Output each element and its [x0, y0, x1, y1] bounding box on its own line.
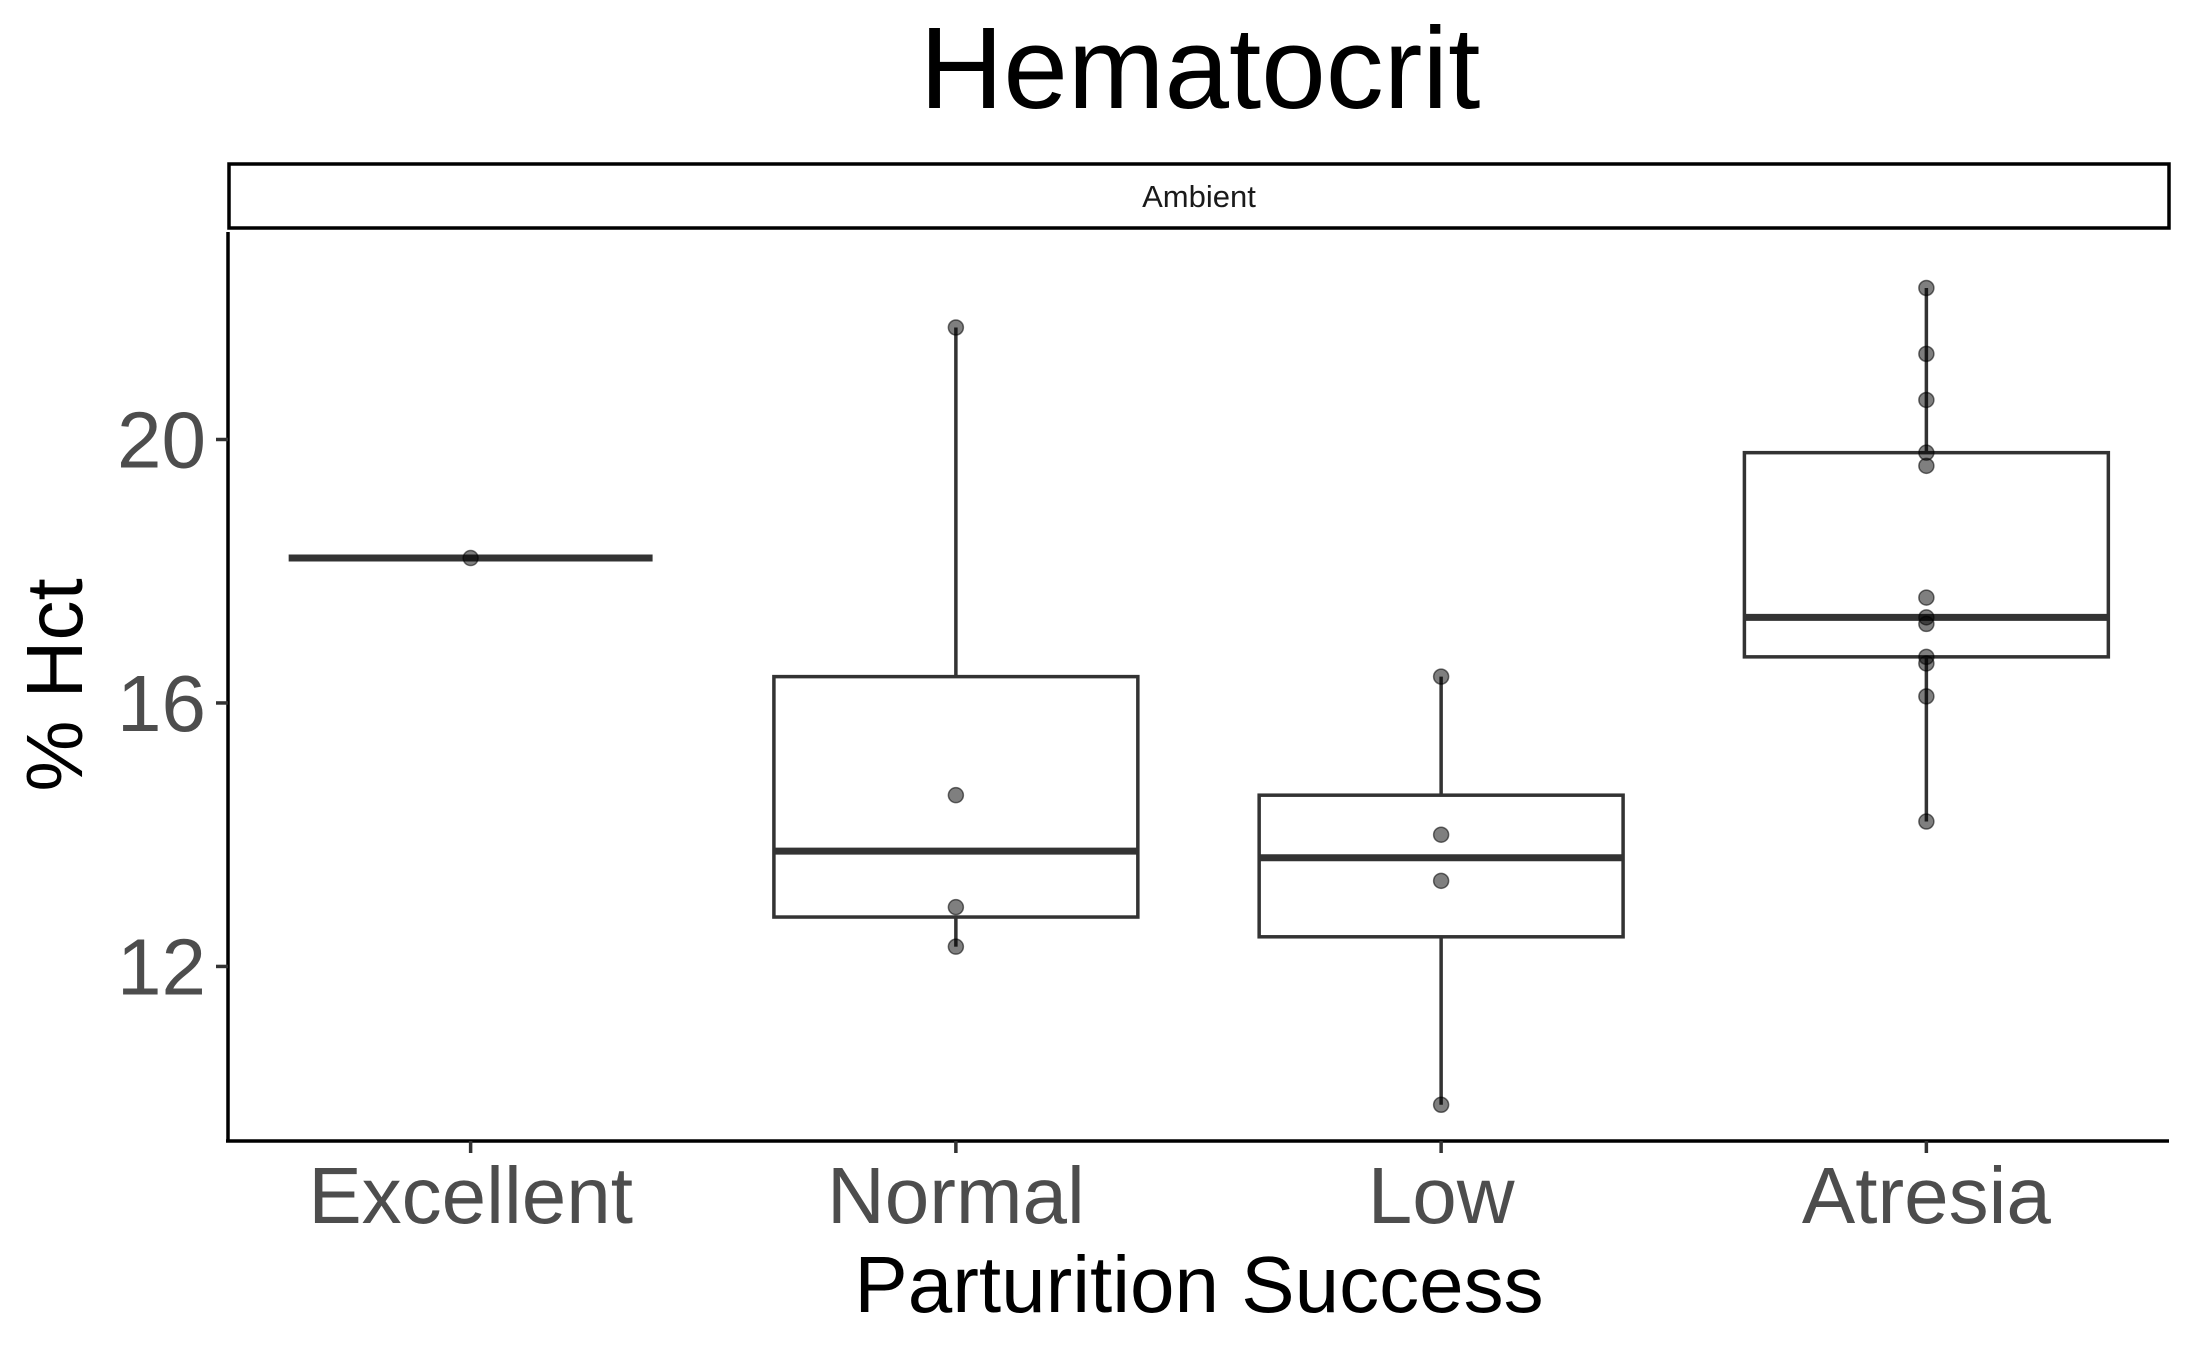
facet-strip [227, 162, 2171, 230]
facet-strip-label: Ambient [1142, 179, 1256, 214]
y-axis-title: % Hct [10, 578, 99, 791]
data-point-atresia [1918, 813, 1935, 830]
box-low [1257, 793, 1625, 939]
x-tick-label-low: Low [1368, 1151, 1515, 1240]
x-tick-label-atresia: Atresia [1802, 1151, 2051, 1240]
x-axis-title: Parturition Success [854, 1240, 1543, 1329]
x-tick-label-excellent: Excellent [308, 1151, 633, 1240]
data-point-excellent [462, 549, 479, 567]
data-point-normal [947, 786, 965, 804]
data-point-atresia [1918, 655, 1935, 672]
y-tick-label: 16 [117, 659, 206, 748]
data-point-low [1432, 872, 1450, 890]
data-point-atresia [1918, 688, 1935, 705]
data-point-normal [947, 319, 965, 336]
data-point-atresia [1918, 279, 1935, 297]
y-tick-label: 20 [117, 395, 206, 484]
plot-area [288, 279, 2111, 1114]
x-axis-ticks: Excellent Normal Low Atresia [308, 1141, 2051, 1240]
data-point-normal [947, 898, 965, 916]
chart-title: Hematocrit [920, 3, 1481, 133]
data-point-low [1432, 668, 1450, 685]
data-point-atresia [1918, 391, 1935, 409]
data-point-low [1432, 826, 1450, 843]
x-tick-label-normal: Normal [827, 1151, 1085, 1240]
y-tick-label: 12 [117, 922, 206, 1011]
y-axis-ticks: 12 16 20 [117, 395, 228, 1011]
data-point-atresia [1918, 345, 1935, 363]
data-point-atresia [1918, 589, 1935, 606]
data-point-atresia [1918, 457, 1935, 475]
data-point-atresia [1918, 615, 1935, 633]
data-point-low [1432, 1096, 1450, 1114]
data-point-normal [947, 938, 965, 955]
